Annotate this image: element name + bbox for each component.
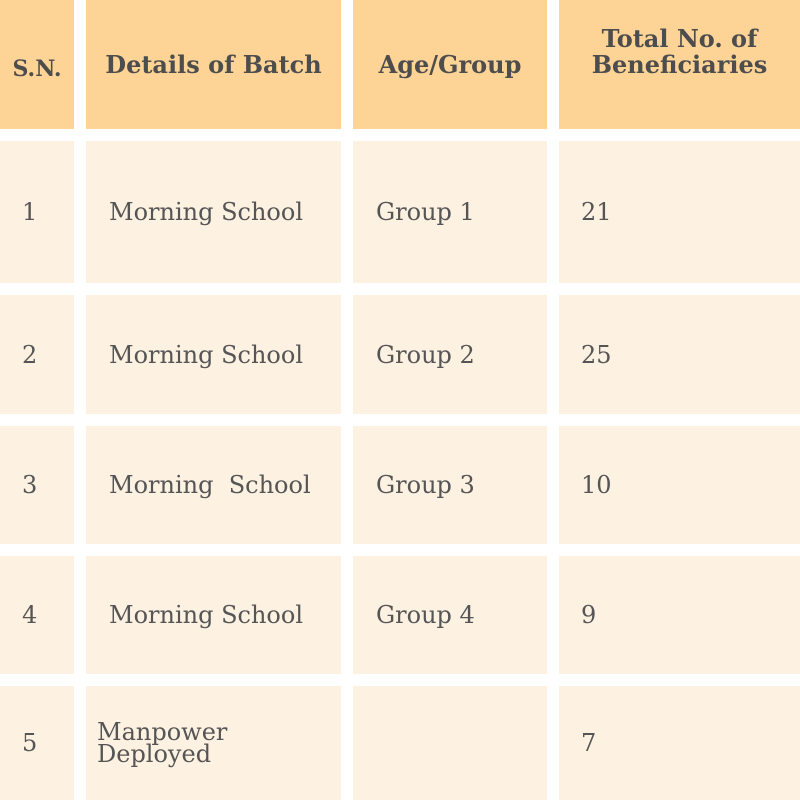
table-row-5-details: Manpower Deployed bbox=[86, 686, 341, 800]
header-sn: S.N. bbox=[0, 0, 74, 129]
table-row-4-total: 9 bbox=[559, 556, 800, 674]
table-row-4-details: Morning School bbox=[86, 556, 341, 674]
cell-total: 21 bbox=[581, 198, 612, 226]
cell-group: Group 2 bbox=[376, 340, 475, 369]
cell-sn: 4 bbox=[22, 601, 38, 629]
header-sn-label: S.N. bbox=[12, 55, 62, 82]
cell-details: Manpower Deployed bbox=[97, 718, 228, 768]
header-age-group: Age/Group bbox=[353, 0, 547, 129]
table-row-5-total: 7 bbox=[559, 686, 800, 800]
header-details-label: Details of Batch bbox=[105, 49, 322, 79]
table-row-1-details: Morning School bbox=[86, 141, 341, 283]
header-age-group-label: Age/Group bbox=[378, 49, 522, 79]
table-row-2-group: Group 2 bbox=[353, 295, 547, 414]
cell-details: Morning School bbox=[109, 601, 303, 629]
cell-details: Morning School bbox=[109, 471, 311, 499]
table-row-2-sn: 2 bbox=[0, 295, 74, 414]
table-row-2-details: Morning School bbox=[86, 295, 341, 414]
table-row-3-sn: 3 bbox=[0, 426, 74, 544]
cell-sn: 3 bbox=[22, 471, 38, 499]
cell-details: Morning School bbox=[109, 198, 303, 226]
table-row-4-sn: 4 bbox=[0, 556, 74, 674]
table-row-4-group: Group 4 bbox=[353, 556, 547, 674]
cell-total: 9 bbox=[581, 601, 597, 629]
cell-group: Group 3 bbox=[376, 471, 475, 499]
table-row-2-total: 25 bbox=[559, 295, 800, 414]
cell-total: 25 bbox=[581, 340, 612, 369]
header-total-beneficiaries: Total No. of Beneficiaries bbox=[559, 0, 800, 129]
cell-group: Group 4 bbox=[376, 601, 475, 629]
table-row-1-group: Group 1 bbox=[353, 141, 547, 283]
table-row-3-details: Morning School bbox=[86, 426, 341, 544]
table-row-1-sn: 1 bbox=[0, 141, 74, 283]
cell-total: 7 bbox=[581, 729, 597, 757]
table-row-3-total: 10 bbox=[559, 426, 800, 544]
cell-sn: 1 bbox=[22, 198, 38, 226]
table-row-5-sn: 5 bbox=[0, 686, 74, 800]
cell-sn: 2 bbox=[22, 340, 38, 369]
header-total-label: Total No. of Beneficiaries bbox=[591, 24, 768, 79]
header-details-of-batch: Details of Batch bbox=[86, 0, 341, 129]
cell-group: Group 1 bbox=[376, 198, 475, 226]
cell-details: Morning School bbox=[109, 340, 303, 369]
cell-sn: 5 bbox=[22, 729, 38, 757]
cell-total: 10 bbox=[581, 471, 612, 499]
table-row-5-group bbox=[353, 686, 547, 800]
table-row-3-group: Group 3 bbox=[353, 426, 547, 544]
table-row-1-total: 21 bbox=[559, 141, 800, 283]
